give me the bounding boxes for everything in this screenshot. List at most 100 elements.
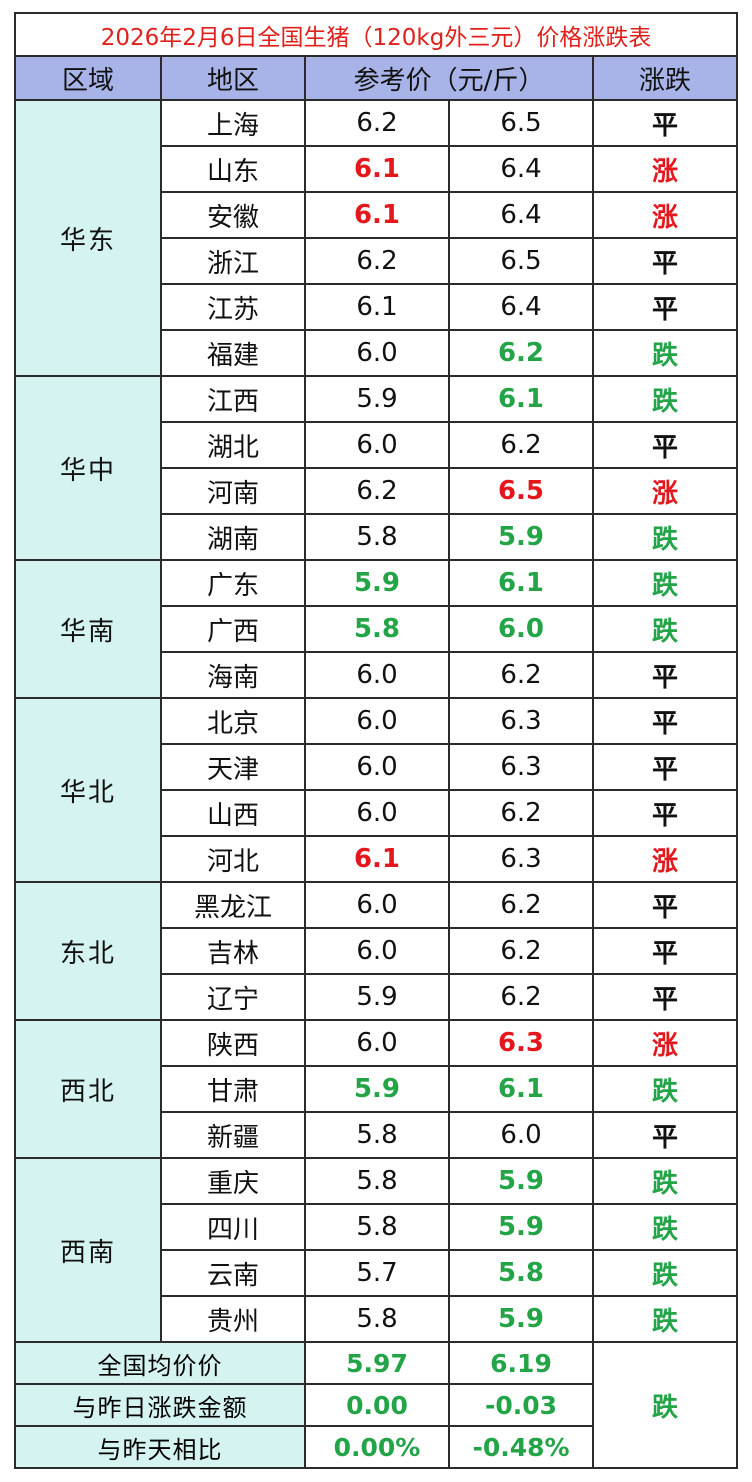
area-cell: 云南	[160, 1249, 306, 1297]
area-cell: 陕西	[160, 1019, 306, 1067]
price-low-cell: 6.1	[304, 283, 450, 331]
price-high-cell: 6.3	[448, 1019, 594, 1067]
area-cell: 北京	[160, 697, 306, 745]
summary-change-low: 0.00	[304, 1383, 450, 1427]
area-cell: 吉林	[160, 927, 306, 975]
trend-cell: 跌	[591, 1157, 739, 1205]
area-cell: 辽宁	[160, 973, 306, 1021]
trend-cell: 涨	[591, 191, 739, 239]
table-row: 河北 6.1 6.3 涨	[15, 835, 739, 883]
table-row: 西北 陕西 6.0 6.3 涨	[14, 1019, 739, 1159]
price-high-cell: 6.3	[448, 743, 594, 791]
summary-row-average: 全国均价价 5.97 6.19 跌	[14, 1341, 739, 1469]
trend-cell: 平	[591, 743, 739, 791]
price-high-cell: 6.2	[448, 329, 594, 377]
price-low-cell: 6.2	[304, 237, 450, 285]
area-cell: 山东	[160, 145, 306, 193]
table-title: 2026年2月6日全国生猪（120kg外三元）价格涨跌表	[13, 12, 739, 57]
price-high-cell: 6.2	[448, 789, 594, 837]
price-low-cell: 6.0	[304, 697, 450, 745]
price-low-cell: 6.0	[304, 881, 450, 929]
price-high-cell: 6.0	[448, 605, 594, 653]
area-cell: 湖南	[160, 513, 306, 561]
table-row: 吉林 6.0 6.2 平	[15, 927, 739, 975]
region-cell: 东北	[14, 881, 162, 1021]
trend-cell: 平	[591, 651, 739, 699]
area-cell: 黑龙江	[160, 881, 306, 929]
price-table: 2026年2月6日全国生猪（120kg外三元）价格涨跌表 区域 地区 参考价（元…	[13, 12, 739, 1469]
price-low-cell: 5.8	[304, 513, 450, 561]
price-high-cell: 6.2	[448, 973, 594, 1021]
trend-cell: 跌	[591, 1203, 739, 1251]
price-high-cell: 6.4	[448, 283, 594, 331]
table-row: 西南 重庆 5.8 5.9 跌	[14, 1157, 739, 1343]
summary-avg-low: 5.97	[304, 1341, 450, 1385]
table-row: 山东 6.1 6.4 涨	[15, 145, 739, 193]
price-low-cell: 6.0	[304, 421, 450, 469]
price-high-cell: 6.5	[448, 467, 594, 515]
price-low-cell: 5.7	[304, 1249, 450, 1297]
area-cell: 浙江	[160, 237, 306, 285]
price-low-cell: 6.2	[304, 467, 450, 515]
price-low-cell: 6.1	[304, 835, 450, 883]
table-row: 湖南 5.8 5.9 跌	[15, 513, 739, 561]
region-cell: 华南	[14, 559, 162, 699]
price-high-cell: 6.2	[448, 421, 594, 469]
summary-change-high: -0.03	[448, 1383, 594, 1427]
area-cell: 海南	[160, 651, 306, 699]
price-low-cell: 6.1	[304, 191, 450, 239]
trend-cell: 平	[591, 789, 739, 837]
price-high-cell: 6.3	[448, 835, 594, 883]
price-low-cell: 5.8	[304, 1295, 450, 1343]
summary-row-change: 与昨日涨跌金额 0.00 -0.03	[14, 1383, 737, 1427]
table-row: 湖北 6.0 6.2 平	[15, 421, 739, 469]
trend-cell: 跌	[591, 1065, 739, 1113]
price-high-cell: 6.0	[448, 1111, 594, 1159]
area-cell: 河南	[160, 467, 306, 515]
region-cell: 西北	[14, 1019, 162, 1159]
table-row: 安徽 6.1 6.4 涨	[15, 191, 739, 239]
area-cell: 天津	[160, 743, 306, 791]
table-row: 江苏 6.1 6.4 平	[15, 283, 739, 331]
area-cell: 江西	[160, 375, 306, 423]
area-cell: 甘肃	[160, 1065, 306, 1113]
table-row: 福建 6.0 6.2 跌	[15, 329, 739, 377]
price-high-cell: 5.9	[448, 1203, 594, 1251]
trend-cell: 跌	[591, 605, 739, 653]
table-row: 华东 上海 6.2 6.5 平	[14, 99, 739, 377]
area-cell: 河北	[160, 835, 306, 883]
header-price: 参考价（元/斤）	[304, 55, 594, 101]
price-high-cell: 6.3	[448, 697, 594, 745]
area-cell: 重庆	[160, 1157, 306, 1205]
trend-cell: 平	[591, 99, 739, 147]
trend-cell: 平	[591, 421, 739, 469]
price-high-cell: 5.9	[448, 1295, 594, 1343]
price-high-cell: 5.9	[448, 1157, 594, 1205]
price-low-cell: 6.1	[304, 145, 450, 193]
region-cell: 华中	[14, 375, 162, 561]
price-low-cell: 5.9	[304, 973, 450, 1021]
region-cell: 华北	[14, 697, 162, 883]
price-high-cell: 6.5	[448, 237, 594, 285]
trend-cell: 平	[591, 697, 739, 745]
trend-cell: 平	[591, 283, 739, 331]
area-cell: 安徽	[160, 191, 306, 239]
table-row: 天津 6.0 6.3 平	[15, 743, 739, 791]
region-cell: 西南	[14, 1157, 162, 1343]
trend-cell: 跌	[591, 1249, 739, 1297]
table-row: 广西 5.8 6.0 跌	[15, 605, 739, 653]
summary-avg-label: 全国均价价	[14, 1341, 306, 1385]
price-low-cell: 6.0	[304, 927, 450, 975]
price-high-cell: 6.1	[448, 559, 594, 607]
trend-cell: 平	[591, 237, 739, 285]
price-low-cell: 6.0	[304, 743, 450, 791]
region-cell: 华东	[14, 99, 162, 377]
summary-trend: 跌	[591, 1341, 739, 1469]
area-cell: 贵州	[160, 1295, 306, 1343]
price-high-cell: 5.8	[448, 1249, 594, 1297]
price-low-cell: 5.9	[304, 1065, 450, 1113]
summary-pct-label: 与昨天相比	[14, 1425, 306, 1469]
price-high-cell: 6.2	[448, 881, 594, 929]
header-area: 地区	[160, 55, 306, 101]
price-low-cell: 5.8	[304, 1111, 450, 1159]
